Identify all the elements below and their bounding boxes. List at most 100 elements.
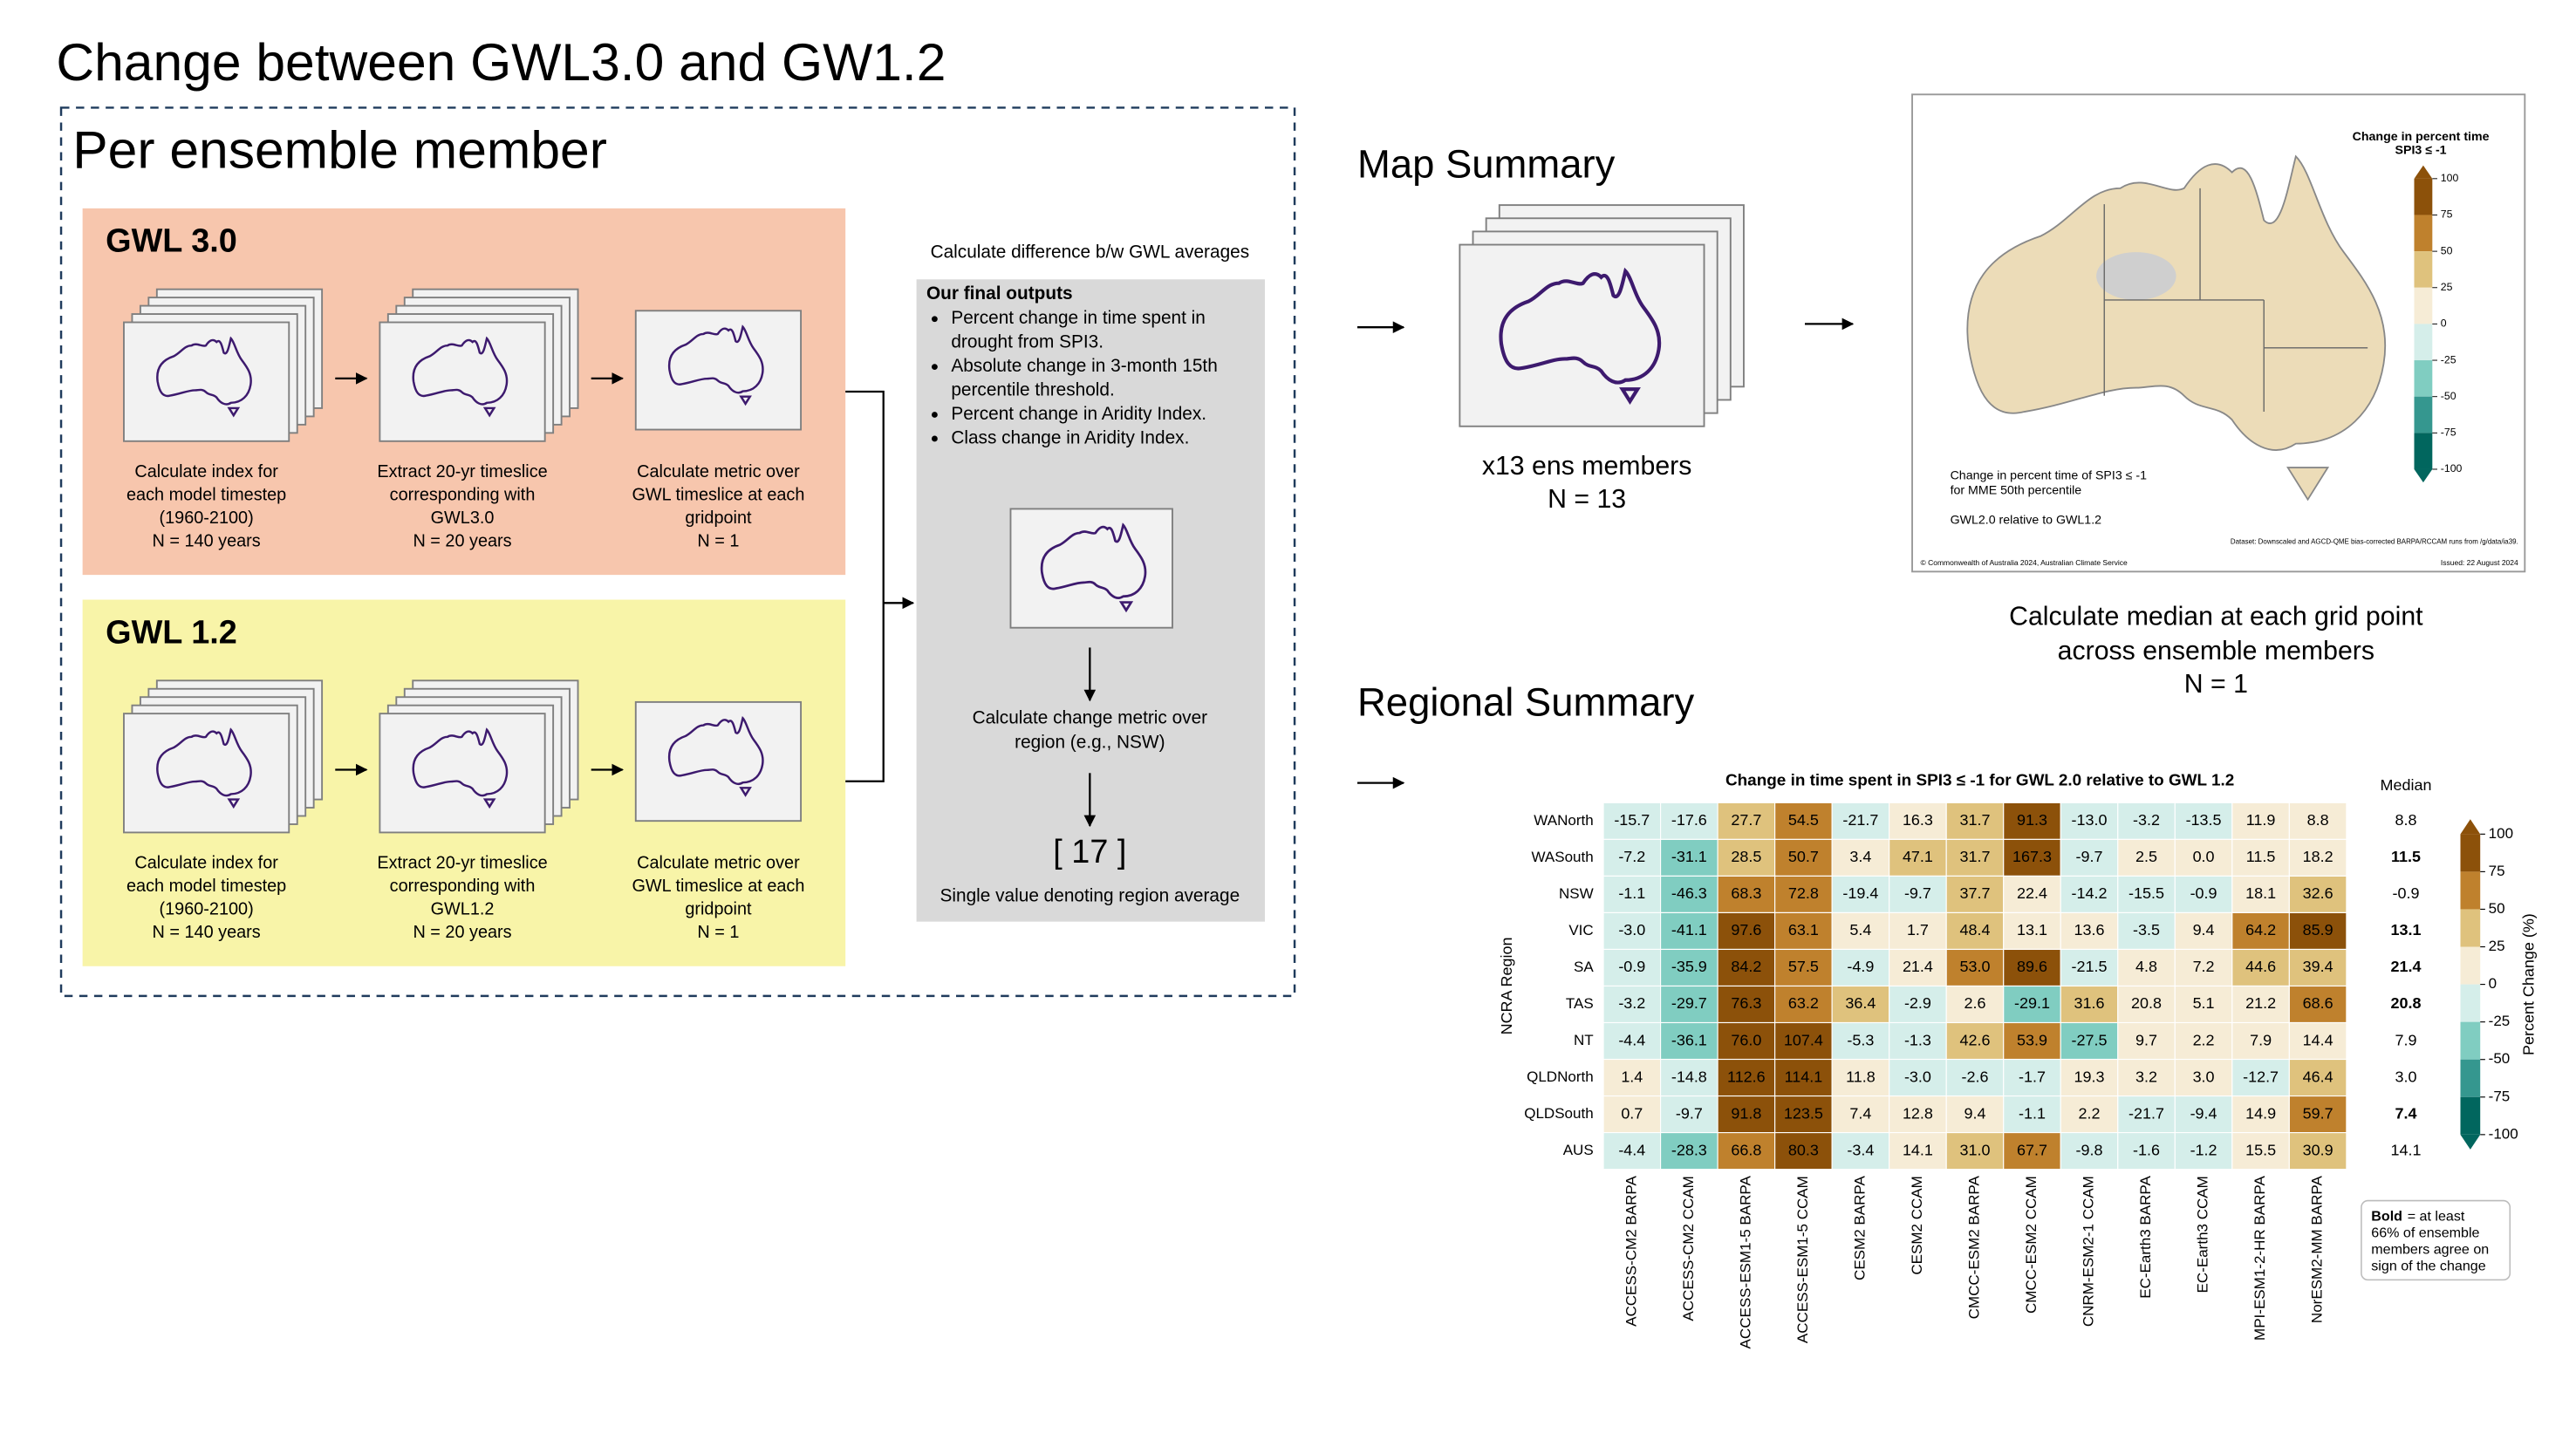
cell-label: -21.7 (1842, 811, 1878, 829)
heatmap-cell (1774, 1095, 1833, 1134)
step-caption: corresponding with (390, 486, 536, 505)
cell-label: 14.1 (1903, 1141, 1933, 1158)
colorbar-label: -100 (2489, 1125, 2518, 1142)
map-colorbar-label: 75 (2441, 208, 2453, 221)
heatmap-cell (1602, 1132, 1662, 1171)
heatmap-cell (2288, 1132, 2347, 1171)
cell-label: -7.2 (1618, 848, 1645, 865)
ensemble-panel-border (59, 106, 1296, 998)
map-legend-title: Change in percent time (2353, 130, 2490, 144)
cell-label: -21.5 (2072, 958, 2108, 975)
cell-label: 31.7 (1959, 848, 1990, 865)
step-caption: GWL timeslice at each (632, 877, 804, 896)
cell-label: 57.5 (1788, 958, 1819, 975)
heatmap-cell (2117, 875, 2176, 913)
step-caption: Calculate metric over (637, 462, 800, 481)
legend-bold: Bold (2371, 1209, 2402, 1225)
cell-label: -15.5 (2128, 884, 2164, 902)
cell-label: 2.5 (2135, 848, 2157, 865)
heatmap-cell (1889, 1058, 1947, 1097)
cell-label: 11.9 (2246, 811, 2276, 829)
map-caption: for MME 50th percentile (1951, 483, 2082, 497)
cell-label: 18.1 (2245, 884, 2276, 902)
heatmap-cell (1945, 1095, 2005, 1134)
colorbar-label: -75 (2489, 1088, 2511, 1104)
cell-label: 15.5 (2245, 1141, 2276, 1158)
page-title: Change between GWL3.0 and GW1.2 (56, 32, 946, 92)
cell-label: 36.4 (1845, 994, 1876, 1012)
colorbar-label: 100 (2489, 825, 2513, 842)
cell-label: 0.7 (1621, 1104, 1643, 1122)
cell-label: 32.6 (2303, 884, 2333, 902)
colorbar-segment (2460, 1021, 2481, 1060)
heatmap-cell (1660, 802, 1718, 840)
heatmap-cell (1660, 1132, 1718, 1171)
heatmap-cell (1660, 875, 1718, 913)
colorbar-title: Percent Change (%) (2520, 913, 2538, 1055)
map-issued: Issued: 22 August 2024 (2441, 558, 2518, 567)
cell-label: 76.3 (1731, 994, 1761, 1012)
heatmap-cell (2060, 1058, 2119, 1097)
map-colorbar-label: -75 (2441, 427, 2456, 439)
cell-label: -1.6 (2133, 1141, 2160, 1158)
region-value-note: Single value denoting region average (940, 886, 1240, 906)
heatmap-cell (1602, 1058, 1662, 1097)
heatmap-cell (2231, 838, 2290, 877)
output-item: Percent change in Aridity Index. (951, 404, 1206, 424)
cell-label: 12.8 (1903, 1104, 1933, 1122)
heatmap-cell (1660, 1021, 1718, 1061)
cell-label: 28.5 (1731, 848, 1761, 865)
median-value: 14.1 (2391, 1141, 2422, 1158)
bullet (932, 435, 938, 442)
cell-label: -36.1 (1671, 1031, 1707, 1048)
cell-label: 47.1 (1903, 848, 1933, 865)
map-subcaption: GWL2.0 relative to GWL1.2 (1951, 513, 2102, 527)
step-n: N = 20 years (413, 923, 511, 942)
heatmap-cell (1774, 1058, 1833, 1097)
cell-label: 2.6 (1964, 994, 1985, 1012)
cell-label: -9.4 (2190, 1104, 2217, 1122)
heatmap-cell (1717, 1021, 1776, 1061)
column-label: ACCESS-ESM1-5 CCAM (1794, 1176, 1811, 1343)
cell-label: -4.9 (1847, 958, 1874, 975)
legend-line: sign of the change (2371, 1259, 2485, 1274)
cell-label: -14.8 (1671, 1068, 1707, 1085)
cell-label: -35.9 (1671, 958, 1707, 975)
heatmap-cell (1717, 1132, 1776, 1171)
step-caption: gridpoint (685, 508, 752, 528)
heatmap-cell (2231, 1095, 2290, 1134)
legend-line: members agree on (2371, 1242, 2489, 1258)
gwl-title: GWL 3.0 (106, 223, 237, 260)
heatmap-cell (2060, 1021, 2119, 1061)
cell-label: 91.8 (1731, 1104, 1761, 1122)
step-caption: Extract 20-yr timeslice (377, 462, 547, 481)
legend-line: = at least (2408, 1209, 2465, 1225)
heatmap-cell (1889, 1132, 1947, 1171)
slice-card (379, 321, 546, 442)
cell-label: 54.5 (1788, 811, 1819, 829)
cell-label: 11.8 (1846, 1068, 1876, 1085)
cell-label: 22.4 (2017, 884, 2047, 902)
heatmap-cell (2174, 911, 2233, 951)
step-n: N = 1 (697, 923, 739, 942)
heatmap-cell (2003, 802, 2061, 840)
median-header: Median (2381, 776, 2432, 794)
colorbar-segment (2460, 946, 2481, 985)
colorbar-segment (2460, 871, 2481, 910)
heatmap-cell (1831, 1021, 1890, 1061)
cell-label: 167.3 (2012, 848, 2052, 865)
cell-label: 13.1 (2017, 921, 2047, 939)
median-value: 20.8 (2391, 994, 2422, 1012)
cell-label: -1.7 (2019, 1068, 2046, 1085)
cell-label: -29.7 (1671, 994, 1707, 1012)
cell-label: 7.2 (2193, 958, 2215, 975)
colorbar-segment (2460, 1096, 2481, 1135)
cell-label: 21.2 (2245, 994, 2276, 1012)
heatmap-cell (1717, 985, 1776, 1024)
heatmap-cell (2174, 802, 2233, 840)
heatmap-cell (2288, 802, 2347, 840)
heatmap-cell (1717, 911, 1776, 951)
median-n: N = 1 (2184, 670, 2248, 699)
cell-label: 91.3 (2017, 811, 2047, 829)
cell-label: 5.4 (1849, 921, 1871, 939)
